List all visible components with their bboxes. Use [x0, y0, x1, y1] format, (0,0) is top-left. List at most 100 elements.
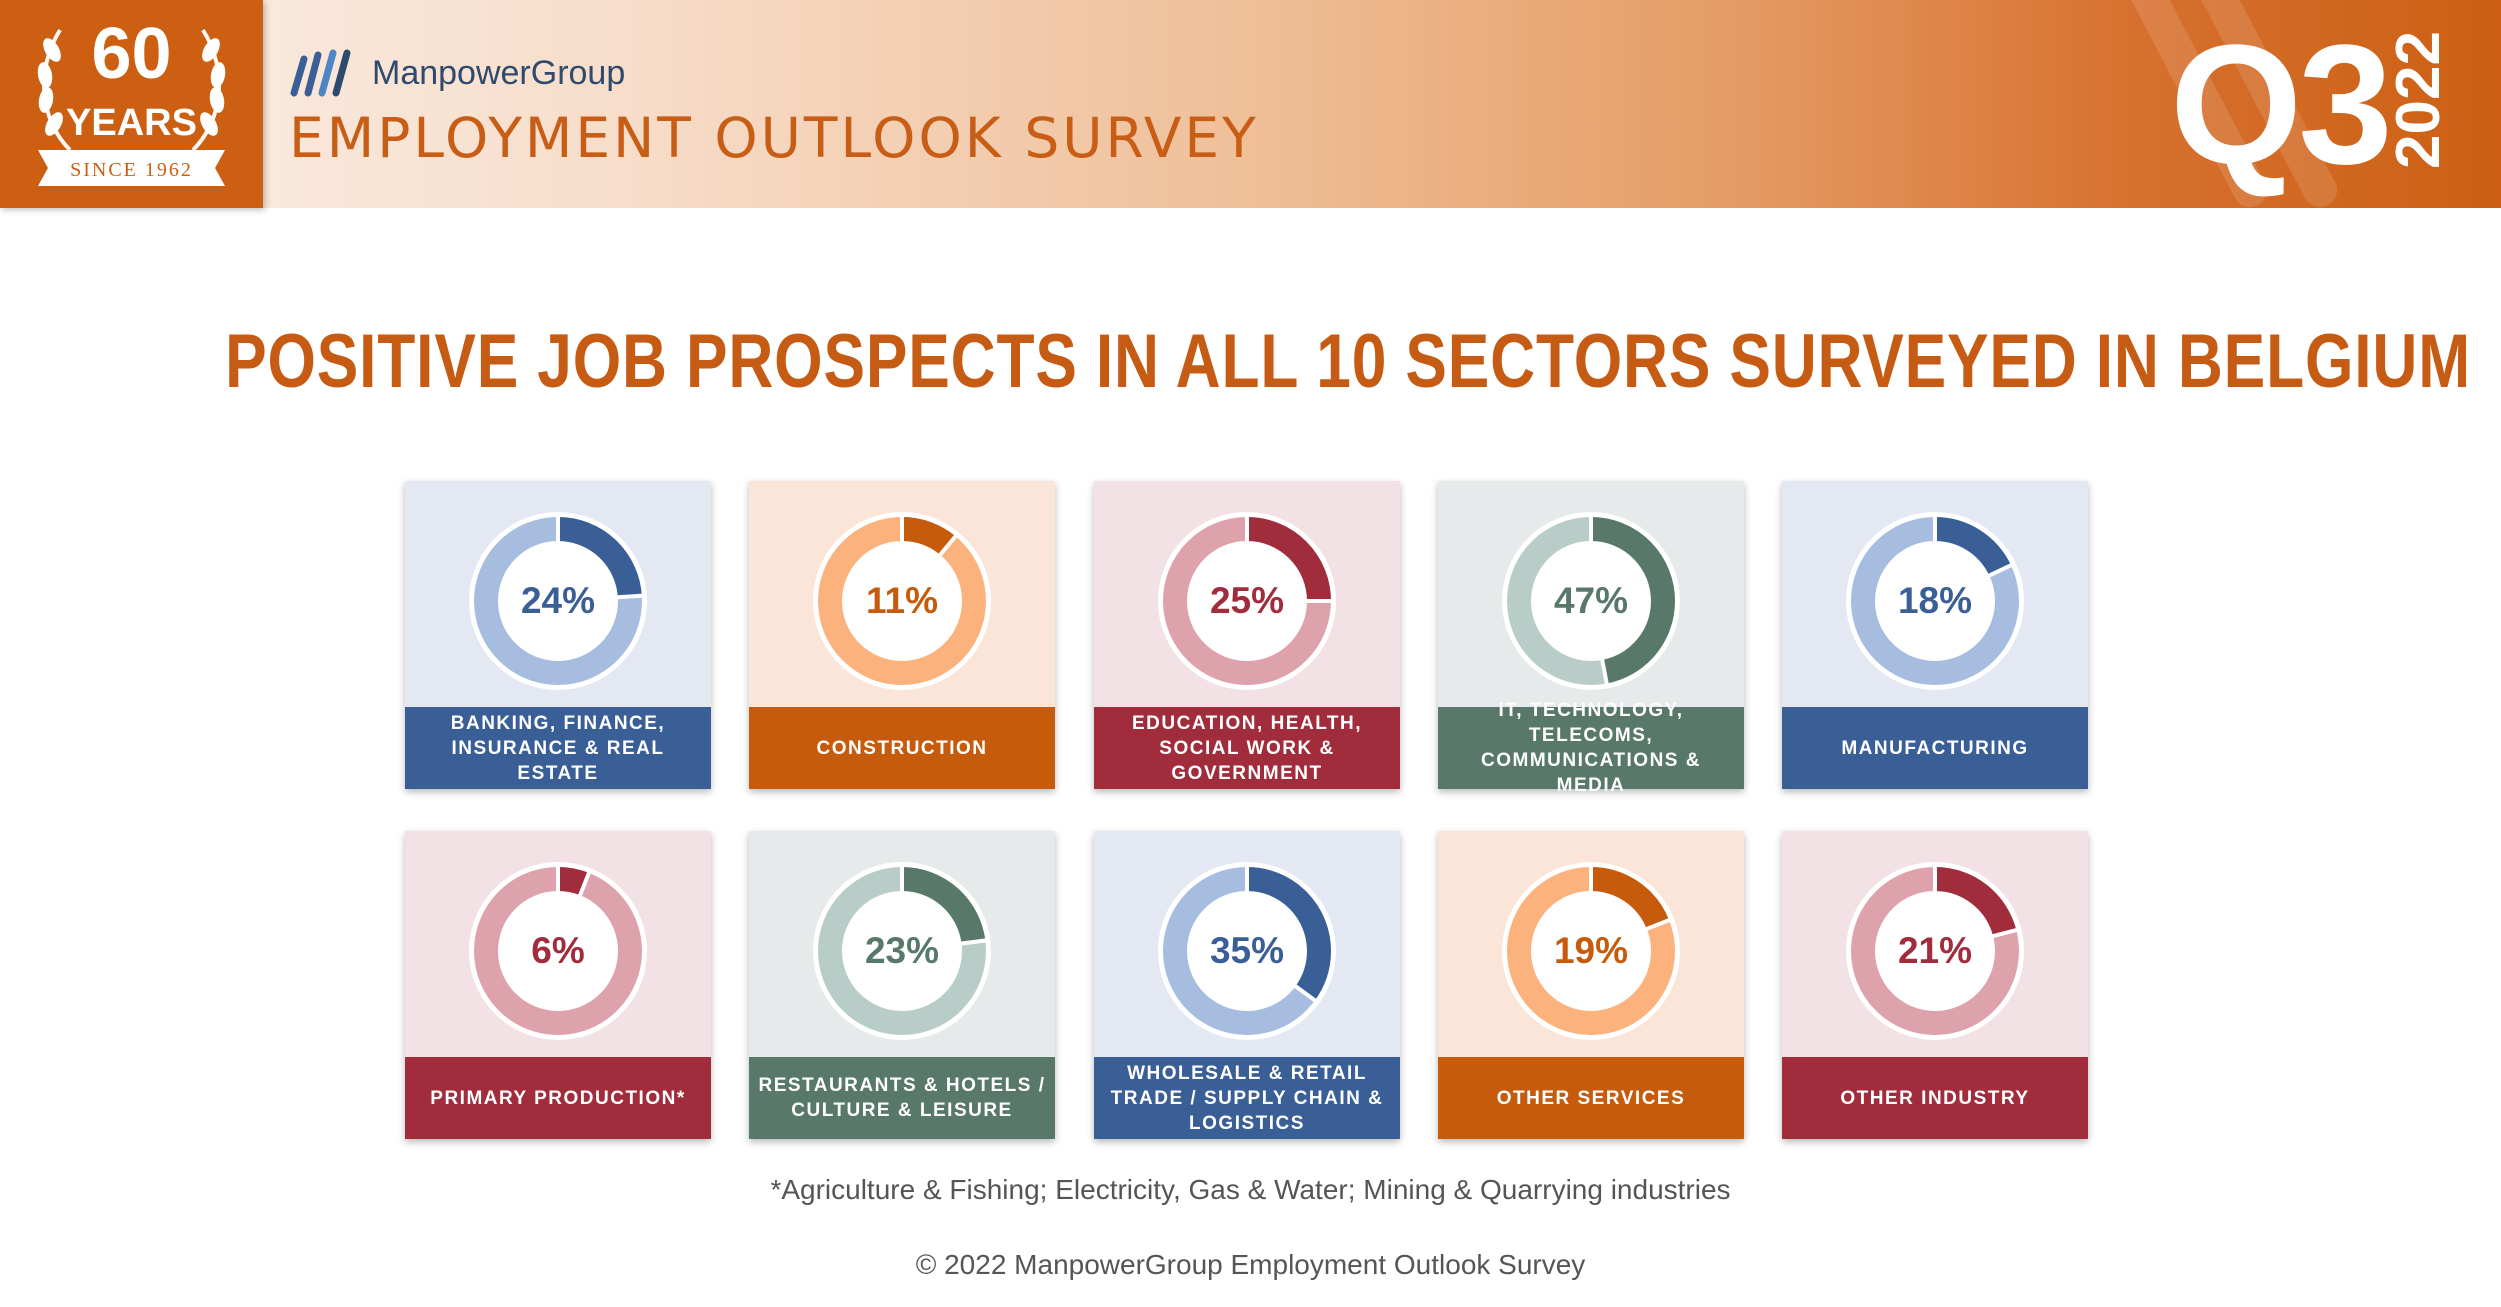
donut-value-label: 23% — [864, 930, 940, 971]
donut-hole — [1877, 543, 1993, 659]
donut-separator — [1600, 658, 1609, 685]
donut-separator — [960, 938, 987, 946]
donut-chart — [1502, 512, 1680, 690]
sector-label-line: OTHER INDUSTRY — [1840, 1087, 2030, 1109]
sector-label-text: MANUFACTURING — [1841, 736, 2028, 761]
sector-label: IT, TECHNOLOGY, TELECOMS, COMMUNICATIONS &… — [1438, 700, 1744, 796]
sector-label: OTHER SERVICES — [1438, 1057, 1744, 1139]
sector-label-text: PRIMARY PRODUCTION* — [430, 1086, 685, 1111]
brand-name: ManpowerGroup — [372, 53, 626, 92]
sector-card: 19% OTHER SERVICES — [1438, 831, 1744, 1139]
sector-label-line: RESTAURANTS & HOTELS / — [758, 1075, 1046, 1096]
donut-hole — [844, 893, 960, 1009]
sector-label: PRIMARY PRODUCTION* — [405, 1057, 711, 1139]
sector-label-line: COMMUNICATIONS & MEDIA — [1481, 750, 1701, 796]
header-banner: 60 YEARS SINCE 1962 ManpowerGroup EMPLOY… — [0, 0, 2501, 208]
sector-label: EDUCATION, HEALTH, SOCIAL WORK & GOVERNMEN… — [1094, 707, 1400, 789]
sector-label: WHOLESALE & RETAIL TRADE / SUPPLY CHAIN &… — [1094, 1057, 1400, 1139]
sector-card: 47% IT, TECHNOLOGY, TELECOMS, COMMUNICATION… — [1438, 481, 1744, 796]
sector-label-line: PRIMARY PRODUCTION* — [430, 1087, 686, 1109]
sector-label-line: OTHER SERVICES — [1496, 1087, 1686, 1109]
survey-title: EMPLOYMENT OUTLOOK SURVEY — [289, 106, 1259, 170]
sector-label-line: CONSTRUCTION — [816, 737, 988, 759]
sector-label-text: CONSTRUCTION — [816, 736, 987, 761]
sector-label-text: BANKING, FINANCE, INSURANCE & REAL ESTATE — [411, 711, 705, 786]
donut-hole — [1189, 893, 1305, 1009]
sector-label-line: EDUCATION, HEALTH, — [1131, 712, 1362, 734]
donut-value-label: 18% — [1897, 580, 1973, 621]
sector-label-text: OTHER SERVICES — [1497, 1086, 1686, 1111]
donut-chart — [1846, 862, 2024, 1040]
donut-hole — [1533, 543, 1649, 659]
year-label: 2022 — [2384, 31, 2453, 169]
donut-value-label: 21% — [1897, 930, 1973, 971]
donut-hole — [1877, 893, 1993, 1009]
sector-label-line: MANUFACTURING — [1841, 737, 2029, 759]
sector-label: CONSTRUCTION — [749, 707, 1055, 789]
donut-value-label: 11% — [865, 580, 938, 621]
donut-hole — [844, 543, 960, 659]
sector-card: 35% WHOLESALE & RETAIL TRADE / SUPPLY CHAI… — [1094, 831, 1400, 1139]
sector-label-text: IT, TECHNOLOGY, TELECOMS, COMMUNICATIONS &… — [1444, 698, 1738, 798]
sector-label-line: GOVERNMENT — [1171, 762, 1323, 784]
chart-title: POSITIVE JOB PROSPECTS IN ALL 10 SECTORS… — [225, 319, 2471, 404]
manpowergroup-logo-icon — [290, 49, 351, 97]
donut-separator — [938, 534, 958, 557]
sector-label-line: BANKING, FINANCE, — [450, 712, 666, 734]
donut-chart — [469, 862, 647, 1040]
sector-label: MANUFACTURING — [1782, 707, 2088, 789]
donut-separator — [1293, 984, 1317, 1003]
sector-label-line: INSURANCE & REAL ESTATE — [451, 737, 665, 784]
brand-logo: ManpowerGroup — [290, 48, 625, 98]
sector-label: OTHER INDUSTRY — [1782, 1057, 2088, 1139]
sector-card: 24% BANKING, FINANCE, INSURANCE & REAL EST… — [405, 481, 711, 789]
donut-chart — [469, 512, 647, 690]
donut-value-label: 35% — [1209, 930, 1285, 971]
sector-label-text: WHOLESALE & RETAIL TRADE / SUPPLY CHAIN &… — [1111, 1061, 1384, 1136]
donut-hole — [500, 893, 616, 1009]
footnote: *Agriculture & Fishing; Electricity, Gas… — [770, 1174, 1731, 1205]
donut-chart — [813, 512, 991, 690]
donut-separator — [616, 593, 643, 600]
anniversary-badge: 60 YEARS SINCE 1962 — [0, 0, 263, 208]
donut-hole — [1533, 893, 1649, 1009]
sector-label-line: TRADE / SUPPLY CHAIN & — [1110, 1087, 1384, 1109]
donut-separator — [1987, 562, 2013, 578]
donut-value-label: 47% — [1553, 580, 1629, 621]
sector-label-text: OTHER INDUSTRY — [1840, 1086, 2029, 1111]
badge-word: YEARS — [66, 102, 197, 144]
sector-label: RESTAURANTS & HOTELS / CULTURE & LEISURE — [749, 1057, 1055, 1139]
sector-label: BANKING, FINANCE, INSURANCE & REAL ESTATE — [405, 707, 711, 789]
sector-card: 11% CONSTRUCTION — [749, 481, 1055, 789]
sector-card: 25% EDUCATION, HEALTH, SOCIAL WORK & GOVERN… — [1094, 481, 1400, 789]
donut-chart — [1158, 512, 1336, 690]
sector-label-line: TELECOMS, — [1528, 725, 1654, 746]
donut-separator — [1991, 927, 2018, 939]
donut-chart — [1502, 862, 1680, 1040]
donut-hole — [500, 543, 616, 659]
badge-number: 60 — [91, 14, 171, 94]
donut-hole — [1189, 543, 1305, 659]
donut-value-label: 25% — [1209, 580, 1285, 621]
badge-since: SINCE 1962 — [70, 159, 193, 181]
sector-card: 6% PRIMARY PRODUCTION* — [405, 831, 711, 1139]
donut-chart — [1846, 512, 2024, 690]
donut-value-label: 24% — [520, 580, 596, 621]
decorative-stripes — [2131, 0, 2337, 207]
sector-label-text: RESTAURANTS & HOTELS / CULTURE & LEISURE — [758, 1073, 1045, 1123]
sector-label-line: SOCIAL WORK & — [1159, 737, 1335, 759]
donut-chart — [1158, 862, 1336, 1040]
sector-label-line: WHOLESALE & RETAIL — [1127, 1062, 1367, 1084]
sector-card: 23% RESTAURANTS & HOTELS / CULTURE & LEISU… — [749, 831, 1055, 1139]
donut-separator — [577, 871, 592, 897]
donut-value-label: 6% — [531, 930, 585, 971]
sector-card: 18% MANUFACTURING — [1782, 481, 2088, 789]
sector-card: 21% OTHER INDUSTRY — [1782, 831, 2088, 1139]
sector-label-text: EDUCATION, HEALTH, SOCIAL WORK & GOVERNMEN… — [1132, 711, 1362, 786]
quarter-label: Q3 — [2170, 10, 2393, 200]
sector-label-line: IT, TECHNOLOGY, — [1498, 700, 1684, 721]
donut-separator — [1645, 917, 1671, 932]
copyright: © 2022 ManpowerGroup Employment Outlook … — [915, 1249, 1586, 1280]
donut-chart — [813, 862, 991, 1040]
donut-value-label: 19% — [1553, 930, 1629, 971]
